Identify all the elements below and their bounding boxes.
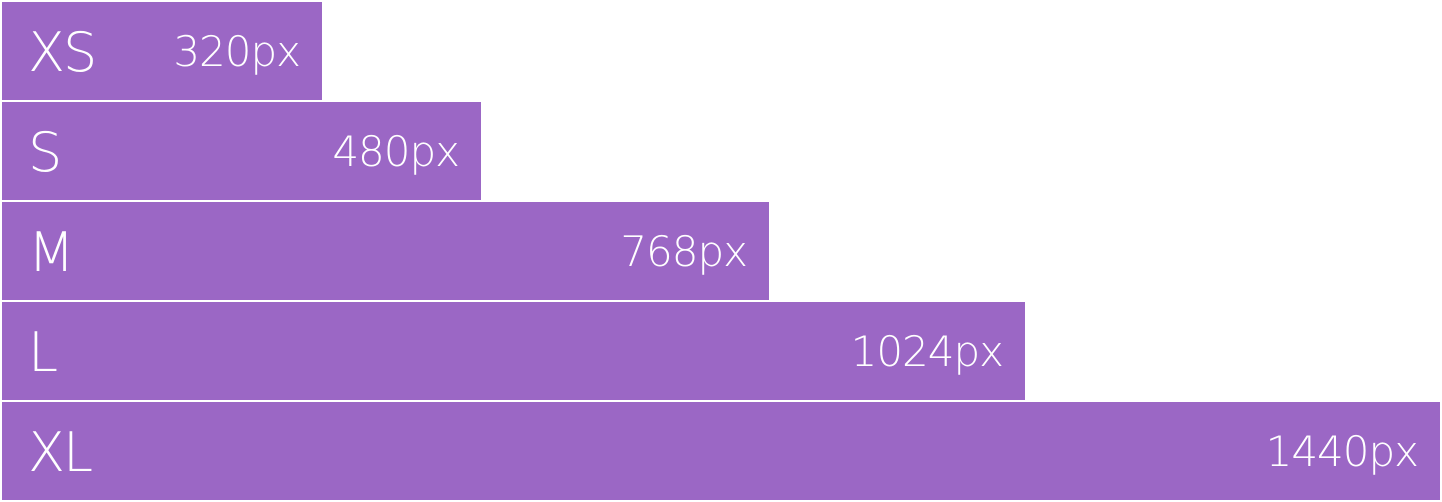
bar-value-label-s: 480px <box>332 127 459 176</box>
bar-value-label-xs: 320px <box>173 27 300 76</box>
bar-label-s: S <box>28 121 60 184</box>
bar-m <box>2 202 769 300</box>
bar-label-xl: XL <box>28 421 92 484</box>
bar-value-label-l: 1024px <box>851 327 1003 376</box>
bar-label-xs: XS <box>28 21 95 84</box>
bar-label-m: M <box>28 221 73 284</box>
bar-s <box>2 102 481 200</box>
bar-value-label-m: 768px <box>620 227 747 276</box>
bar-xl <box>2 402 1440 500</box>
bar-l <box>2 302 1025 400</box>
bar-label-l: L <box>28 321 57 384</box>
bar-value-label-xl: 1440px <box>1266 427 1418 476</box>
bar-xs <box>2 2 322 100</box>
